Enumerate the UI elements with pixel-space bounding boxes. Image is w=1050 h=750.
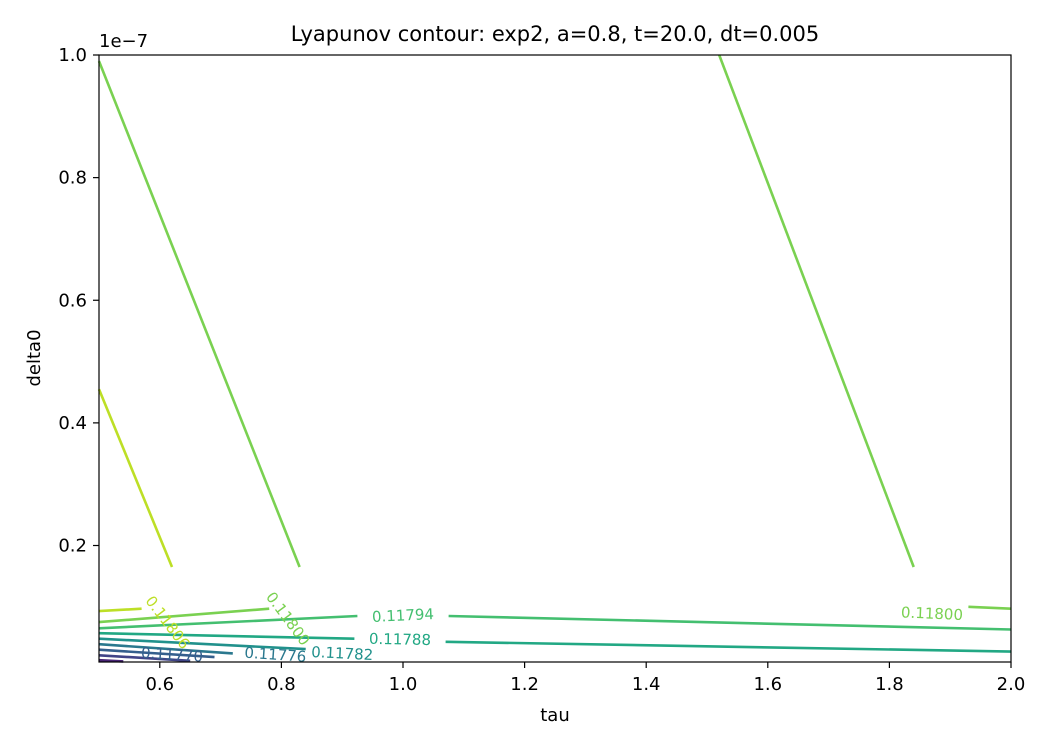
y-axis-label: delta0 bbox=[24, 329, 45, 386]
contour-line bbox=[97, 388, 174, 568]
x-tick-label: 1.0 bbox=[389, 674, 418, 695]
contour-line bbox=[98, 642, 233, 655]
x-tick-label: 1.6 bbox=[753, 674, 782, 695]
x-axis-label: tau bbox=[540, 705, 570, 726]
y-tick-label: 0.8 bbox=[58, 168, 87, 189]
contour-line bbox=[98, 607, 142, 613]
contour-line bbox=[448, 614, 1012, 631]
y-axis-ticks: 0.2 0.4 0.6 0.8 1.0 bbox=[58, 45, 99, 557]
contour-line bbox=[968, 605, 1012, 610]
contour-line bbox=[98, 631, 355, 640]
contour-level-label: 0.11788 bbox=[369, 630, 431, 649]
y-tick-label: 0.4 bbox=[58, 413, 87, 434]
contour-level-label: 0.11782 bbox=[311, 643, 374, 664]
contour-level-label: 0.11770 bbox=[140, 644, 203, 666]
x-tick-label: 0.6 bbox=[145, 674, 174, 695]
contour-line bbox=[98, 654, 191, 663]
y-axis-offset-label: 1e−7 bbox=[99, 31, 148, 52]
plot-frame bbox=[98, 54, 1012, 663]
contour-level-label: 0.11794 bbox=[372, 605, 435, 626]
x-tick-label: 1.2 bbox=[510, 674, 539, 695]
x-tick-label: 1.4 bbox=[632, 674, 661, 695]
x-tick-label: 2.0 bbox=[997, 674, 1026, 695]
contour-line bbox=[98, 607, 270, 624]
y-tick-label: 0.6 bbox=[58, 290, 87, 311]
x-tick-label: 0.8 bbox=[267, 674, 296, 695]
plot-area: 0.11806 0.11800 0.118000.117940.117880.117… bbox=[97, 54, 1012, 666]
x-tick-label: 1.8 bbox=[875, 674, 904, 695]
contour-line bbox=[445, 640, 1012, 653]
contour-line bbox=[98, 637, 306, 651]
y-tick-label: 1.0 bbox=[58, 45, 87, 66]
contour-line bbox=[98, 614, 358, 630]
contour-line bbox=[97, 60, 301, 568]
chart-title: Lyapunov contour: exp2, a=0.8, t=20.0, d… bbox=[291, 22, 820, 46]
contour-lines bbox=[97, 54, 1012, 663]
x-axis-ticks: 0.6 0.8 1.0 1.2 1.4 1.6 1.8 2.0 bbox=[145, 662, 1025, 695]
contour-level-label: 0.11800 bbox=[901, 603, 964, 624]
contour-labels: 0.11806 0.11800 0.118000.117940.117880.117… bbox=[140, 589, 963, 666]
y-tick-label: 0.2 bbox=[58, 536, 87, 557]
contour-line bbox=[98, 658, 124, 663]
contour-line bbox=[717, 54, 915, 568]
contour-line bbox=[98, 648, 215, 659]
contour-level-label: 0.11776 bbox=[244, 644, 307, 666]
